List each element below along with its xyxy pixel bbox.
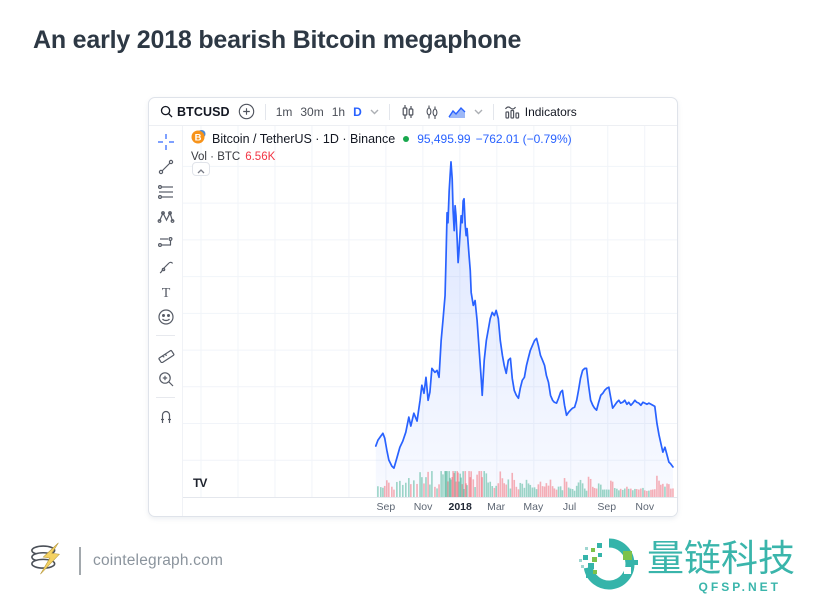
indicators-button[interactable]: Indicators [500,102,581,121]
compare-add-button[interactable] [234,101,259,122]
brand-text: 量链科技 QFSP.NET [647,538,795,594]
time-axis[interactable]: Sep Nov 2018 Mar May Jul Sep Nov [183,497,677,516]
brand-block: 量链科技 QFSP.NET [579,534,795,599]
qfsp-logo [579,534,639,599]
svg-text:T: T [161,286,170,301]
svg-text:B: B [195,132,202,143]
volume-label: Vol · BTC [191,151,241,163]
style-hollow-candles-button[interactable] [420,102,444,122]
price-change: −762.01 (−0.79%) [475,131,572,146]
time-axis-label: Sep [597,501,617,513]
time-axis-label: May [523,501,544,513]
toolbar-divider [264,103,266,120]
crosshair-tool-button[interactable] [157,133,175,151]
interval-1m-button[interactable]: 1m [272,103,297,121]
tradingview-widget: BTCUSD 1m 30m 1h D [148,97,678,517]
chart-toolbar: BTCUSD 1m 30m 1h D [149,98,677,126]
symbol-label: BTCUSD [177,104,230,119]
cointelegraph-logo [29,541,67,582]
chevron-down-icon [474,109,483,115]
hollow-candles-icon [424,104,440,120]
fib-retracement-tool-button[interactable] [157,183,175,201]
time-axis-label: Nov [635,501,655,513]
time-axis-label: Nov [413,501,433,513]
forecast-tool-button[interactable] [157,233,175,251]
interval-menu-button[interactable] [366,107,383,117]
drawing-toolbar: T [149,126,183,516]
chart-body: T [149,126,677,516]
time-axis-label: Sep [376,501,396,513]
candles-icon [400,104,416,120]
last-price: 95,495.99 [417,131,471,146]
indicators-icon [504,104,521,119]
style-menu-button[interactable] [470,107,487,117]
brush-tool-button[interactable] [157,258,175,276]
toolbar-divider [388,103,390,120]
legend-row-volume: Vol · BTC 6.56K [191,149,572,165]
chart-legend: B Bitcoin / TetherUS · 1D · Binance 95,4… [191,129,572,165]
search-icon [160,105,173,118]
chevron-down-icon [370,109,379,115]
trend-line-tool-button[interactable] [157,158,175,176]
live-status-dot [403,135,410,142]
measure-tool-button[interactable] [157,345,175,363]
time-axis-label: 2018 [448,501,472,513]
chart-pane[interactable]: B Bitcoin / TetherUS · 1D · Binance 95,4… [183,126,677,516]
tools-divider [156,335,175,336]
area-chart-icon [448,105,466,119]
interval-1d-button[interactable]: D [349,103,366,121]
chevron-up-icon [197,162,205,177]
magnet-tool-button[interactable] [157,407,175,425]
price-area [375,161,673,498]
text-tool-button[interactable]: T [157,283,175,301]
volume-value: 6.56K [245,151,276,163]
tradingview-logo[interactable]: TV [193,476,207,490]
source-site: cointelegraph.com [93,552,224,569]
emoji-tool-button[interactable] [157,308,175,326]
toolbar-divider [492,103,494,120]
page-title: An early 2018 bearish Bitcoin megaphone [33,26,522,54]
legend-row-symbol: B Bitcoin / TetherUS · 1D · Binance 95,4… [191,129,572,148]
indicators-label: Indicators [524,104,577,119]
xabcd-pattern-tool-button[interactable] [157,208,175,226]
volume-bars [377,471,674,498]
time-axis-label: Jul [562,501,577,513]
brand-name-cn: 量链科技 [647,538,795,580]
interval-1h-button[interactable]: 1h [328,103,349,121]
footer-divider [79,547,81,575]
price-chart[interactable] [183,126,677,498]
tools-divider [156,397,175,398]
style-candles-button[interactable] [396,102,420,122]
price-line [374,161,674,469]
legend-collapse-button[interactable] [192,162,210,176]
time-axis-label: Mar [487,501,506,513]
brand-domain: QFSP.NET [698,579,781,594]
interval-30m-button[interactable]: 30m [296,103,327,121]
style-area-button[interactable] [444,103,470,121]
bitcoin-pair-icon: B [191,129,207,148]
plus-circle-icon [238,103,255,120]
pair-title[interactable]: Bitcoin / TetherUS · 1D · Binance [212,131,396,146]
symbol-search-button[interactable]: BTCUSD [156,103,234,121]
source-attribution: cointelegraph.com [29,542,223,580]
zoom-in-tool-button[interactable] [157,370,175,388]
